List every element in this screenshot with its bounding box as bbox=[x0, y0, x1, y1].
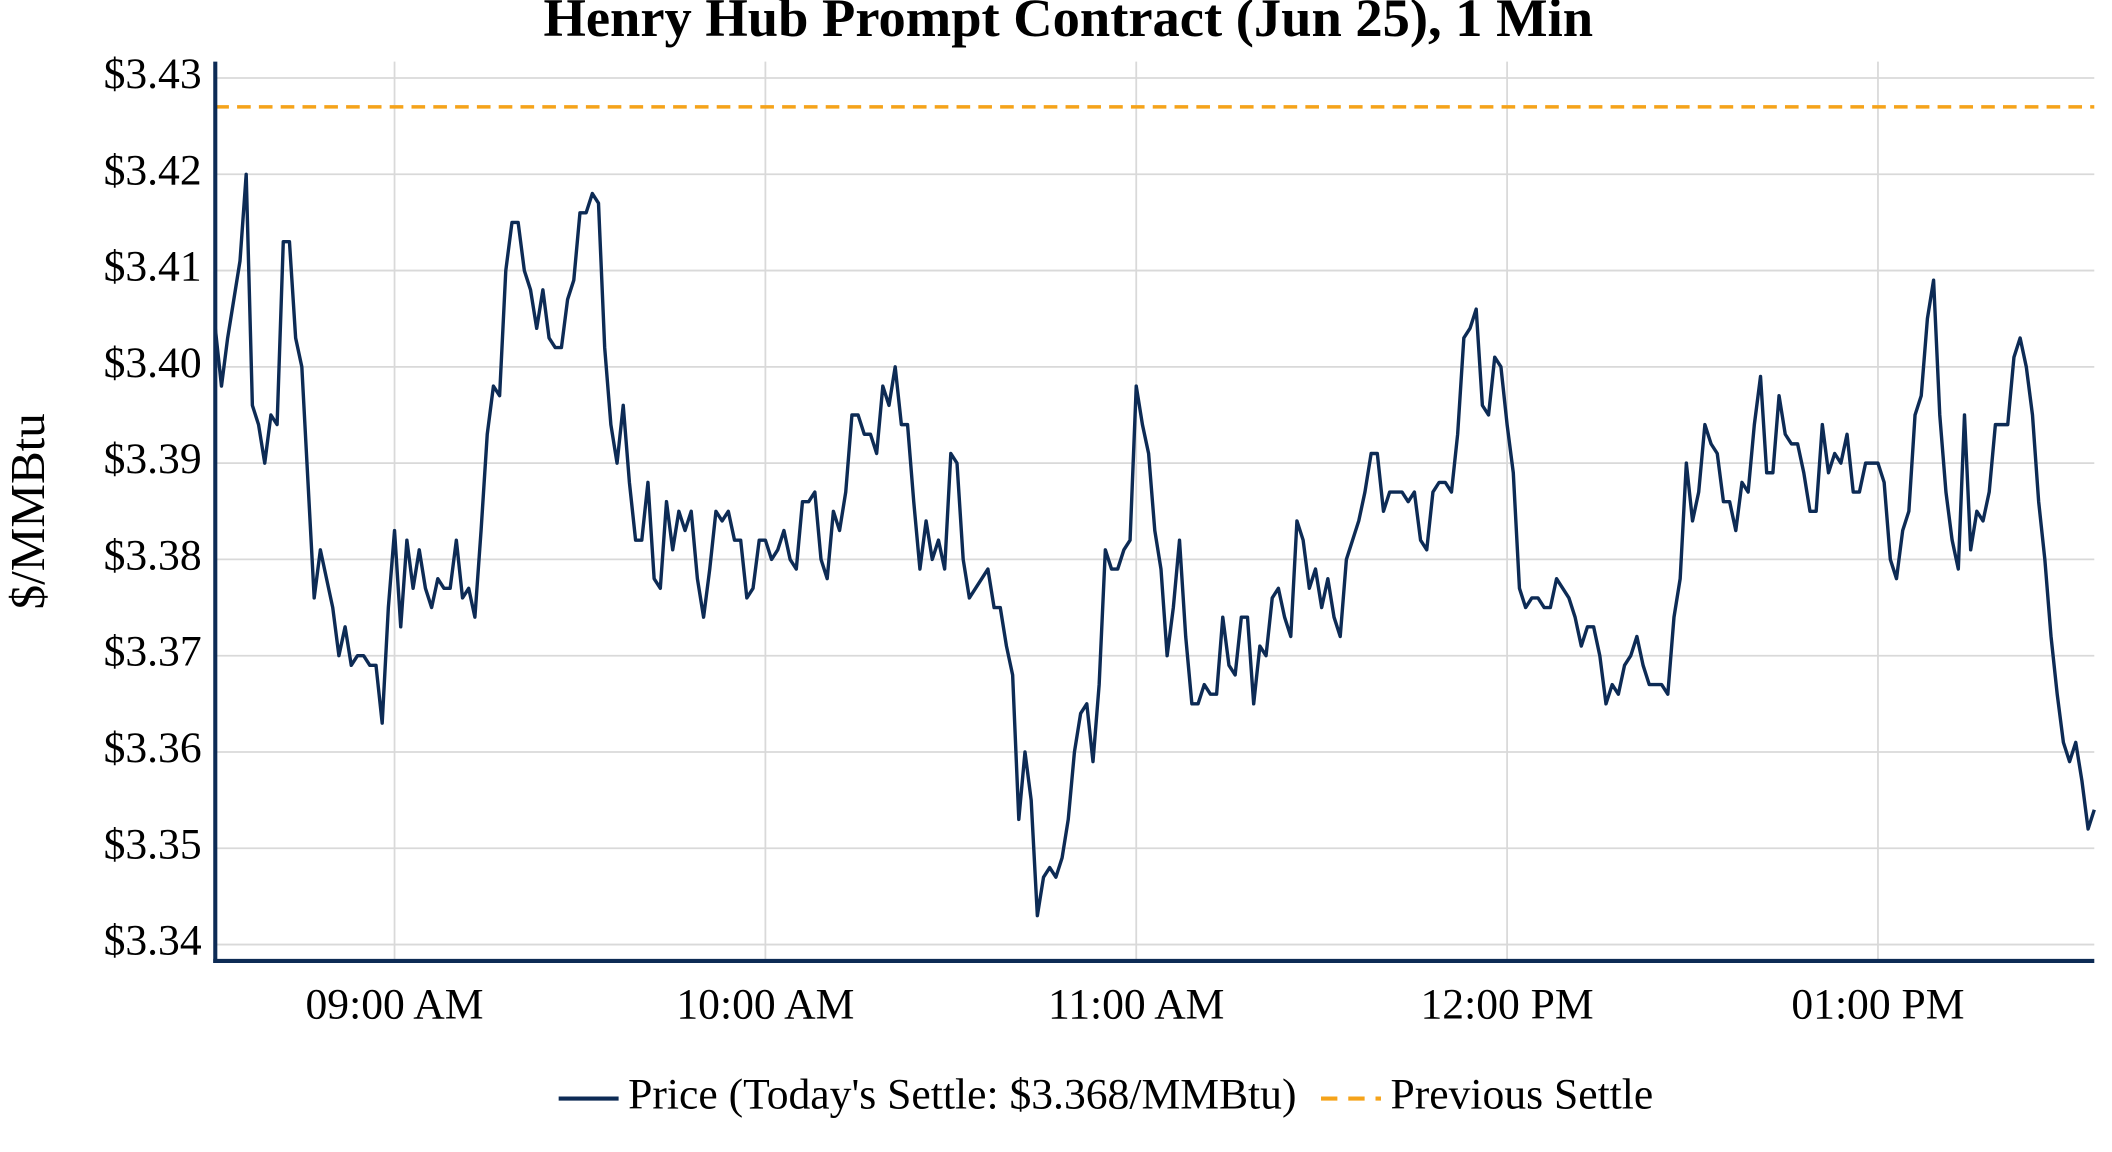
y-tick-label: $3.42 bbox=[104, 146, 202, 194]
y-axis-label: $/MMBtu bbox=[0, 413, 55, 609]
legend-label: Previous Settle bbox=[1391, 1071, 1654, 1119]
y-tick-label: $3.36 bbox=[104, 724, 202, 772]
y-tick-label: $3.41 bbox=[104, 243, 202, 291]
x-tick-label: 11:00 AM bbox=[1048, 981, 1224, 1029]
x-tick-label: 10:00 AM bbox=[676, 981, 854, 1029]
y-tick-label: $3.35 bbox=[104, 820, 202, 868]
y-tick-label: $3.39 bbox=[104, 435, 202, 483]
y-tick-label: $3.43 bbox=[104, 50, 202, 98]
y-tick-label: $3.37 bbox=[104, 628, 202, 676]
legend-label: Price (Today's Settle: $3.368/MMBtu) bbox=[628, 1071, 1296, 1119]
chart-title: Henry Hub Prompt Contract (Jun 25), 1 Mi… bbox=[543, 0, 1593, 48]
y-tick-label: $3.40 bbox=[104, 339, 202, 387]
x-tick-label: 01:00 PM bbox=[1791, 981, 1964, 1029]
x-tick-label: 09:00 AM bbox=[306, 981, 484, 1029]
price-line bbox=[213, 172, 2096, 918]
y-tick-label: $3.38 bbox=[104, 531, 202, 579]
y-tick-label: $3.34 bbox=[104, 917, 202, 965]
x-tick-label: 12:00 PM bbox=[1420, 981, 1593, 1029]
